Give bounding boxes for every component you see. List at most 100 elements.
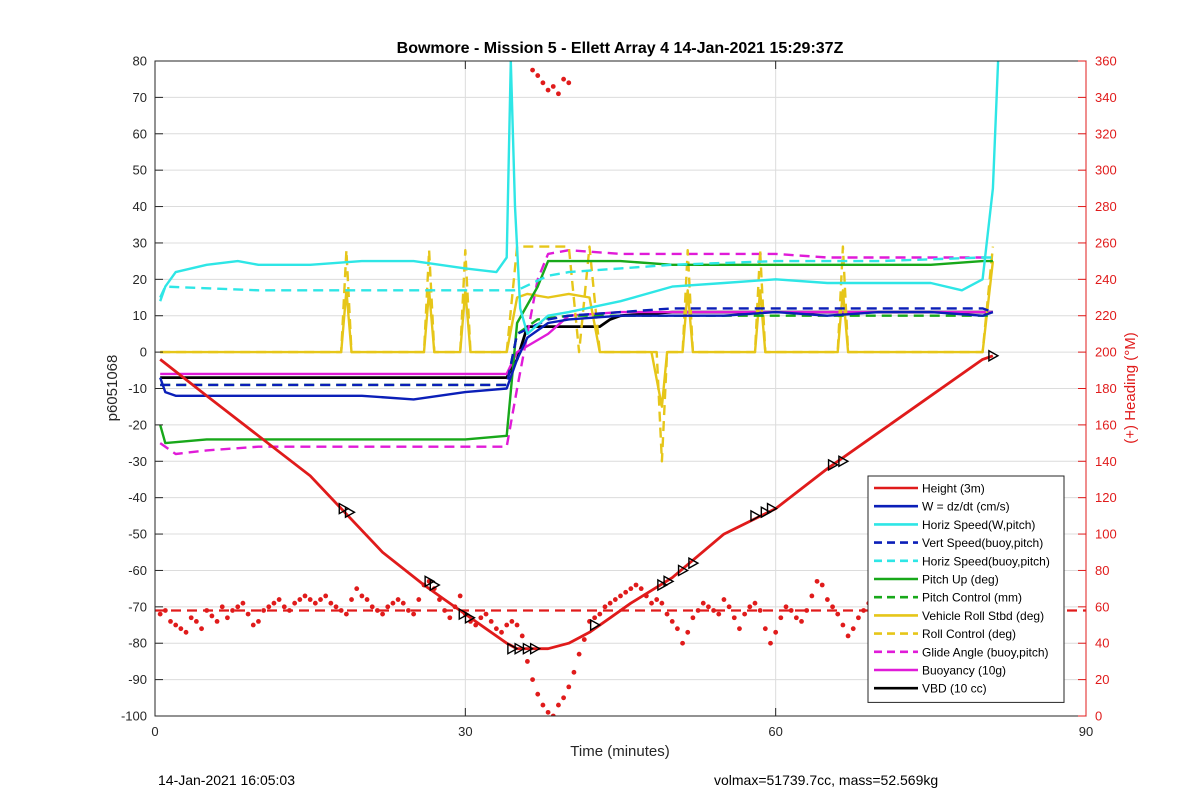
heading-point <box>768 640 773 646</box>
axes: 0 30 60 90-100-90-80-70-60-50-40-30-20-1001… <box>121 54 1117 740</box>
heading-point <box>840 622 846 628</box>
heading-point <box>716 611 722 617</box>
heading-point <box>550 84 556 89</box>
y-axis-label: p6051068 <box>104 355 121 422</box>
y2-tick-label: 320 <box>1095 126 1117 141</box>
heading-point <box>737 626 742 632</box>
y2-tick-label: 200 <box>1095 345 1117 360</box>
series-lines <box>159 61 1000 651</box>
y-tick-label: -80 <box>128 636 147 651</box>
y-tick-label: 30 <box>133 235 147 250</box>
heading-point <box>752 600 758 606</box>
y-tick-label: -10 <box>128 381 147 396</box>
height-markers <box>338 349 1000 655</box>
y-tick-label: 80 <box>133 54 147 69</box>
series-line <box>160 307 994 387</box>
heading-point <box>638 586 644 592</box>
heading-point <box>845 633 851 639</box>
y2-tick-label: 300 <box>1095 163 1117 178</box>
y-tick-label: 50 <box>133 163 147 178</box>
heading-point <box>375 608 380 613</box>
heading-point <box>747 604 753 610</box>
y-tick-label: 10 <box>133 308 147 323</box>
heading-point <box>535 73 541 78</box>
legend-label: Pitch Control (mm) <box>922 591 1022 605</box>
height-marker <box>507 642 519 655</box>
legend-label: Vehicle Roll Stbd (deg) <box>922 609 1044 623</box>
heading-point <box>607 600 613 606</box>
heading-point <box>442 608 448 613</box>
height-marker <box>522 642 534 655</box>
y2-tick-label: 360 <box>1095 54 1117 69</box>
heading-point <box>835 611 841 617</box>
heading-point <box>338 608 344 613</box>
heading-point <box>509 618 515 624</box>
heading-point <box>297 597 303 602</box>
series-line <box>159 248 993 456</box>
heading-point <box>628 586 634 592</box>
heading-point <box>566 80 572 86</box>
height-marker <box>338 502 350 515</box>
y-tick-label: -50 <box>128 527 147 542</box>
height-marker <box>827 458 840 472</box>
heading-point <box>602 604 608 610</box>
heading-point <box>757 608 763 613</box>
heading-point <box>349 597 354 602</box>
heading-point <box>380 611 385 617</box>
heading-point <box>457 593 463 599</box>
heading-point <box>235 604 241 610</box>
heading-point <box>162 608 168 613</box>
heading-point <box>514 622 520 628</box>
heading-point <box>488 618 494 624</box>
heading-point <box>778 615 784 621</box>
heading-point <box>788 608 794 613</box>
heading-point <box>343 611 349 617</box>
legend-label: Horiz Speed(buoy,pitch) <box>922 554 1050 568</box>
heading-point <box>385 604 391 610</box>
heading-point <box>623 589 629 595</box>
heading-point <box>783 604 789 610</box>
y2-tick-label: 280 <box>1095 199 1117 214</box>
heading-point <box>312 600 318 606</box>
heading-point <box>561 695 567 701</box>
y2-tick-label: 40 <box>1095 636 1109 651</box>
x-tick-label: 0 <box>151 724 158 739</box>
legend-label: Horiz Speed(W,pitch) <box>922 518 1035 532</box>
heading-point <box>830 604 835 610</box>
heading-point <box>762 626 768 632</box>
height-marker <box>514 642 526 655</box>
series-line <box>159 259 993 445</box>
footer-timestamp: 14-Jan-2021 16:05:03 <box>158 772 295 788</box>
heading-point <box>199 626 204 632</box>
heading-point <box>597 611 603 617</box>
height-marker <box>344 506 356 519</box>
heading-point <box>706 604 711 610</box>
heading-point <box>561 76 567 82</box>
heading-point <box>328 600 334 606</box>
heading-point <box>354 586 360 592</box>
x-axis-label: Time (minutes) <box>570 743 669 760</box>
heading-point <box>369 604 375 610</box>
y2-tick-label: 220 <box>1095 308 1117 323</box>
heading-point <box>302 593 308 599</box>
series-line <box>160 260 995 408</box>
legend-label: Glide Angle (buoy,pitch) <box>922 645 1049 659</box>
heading-point <box>266 604 272 610</box>
heading-point <box>256 618 261 624</box>
height-marker <box>529 642 542 655</box>
heading-point <box>493 626 499 632</box>
heading-point <box>861 608 866 613</box>
heading-point <box>850 626 856 632</box>
heading-point <box>281 604 287 610</box>
height-marker <box>760 506 772 519</box>
heading-point <box>271 600 277 606</box>
y-tick-label: -100 <box>121 709 147 724</box>
heading-point <box>695 608 701 613</box>
y-tick-label: 70 <box>133 90 147 105</box>
legend-box <box>867 475 1065 703</box>
legend: Height (3m) W = dz/dt (cm/s) Horiz Speed(W… <box>867 475 1065 703</box>
heading-point <box>483 611 489 617</box>
height-marker <box>464 611 476 624</box>
heading-point <box>188 615 194 621</box>
